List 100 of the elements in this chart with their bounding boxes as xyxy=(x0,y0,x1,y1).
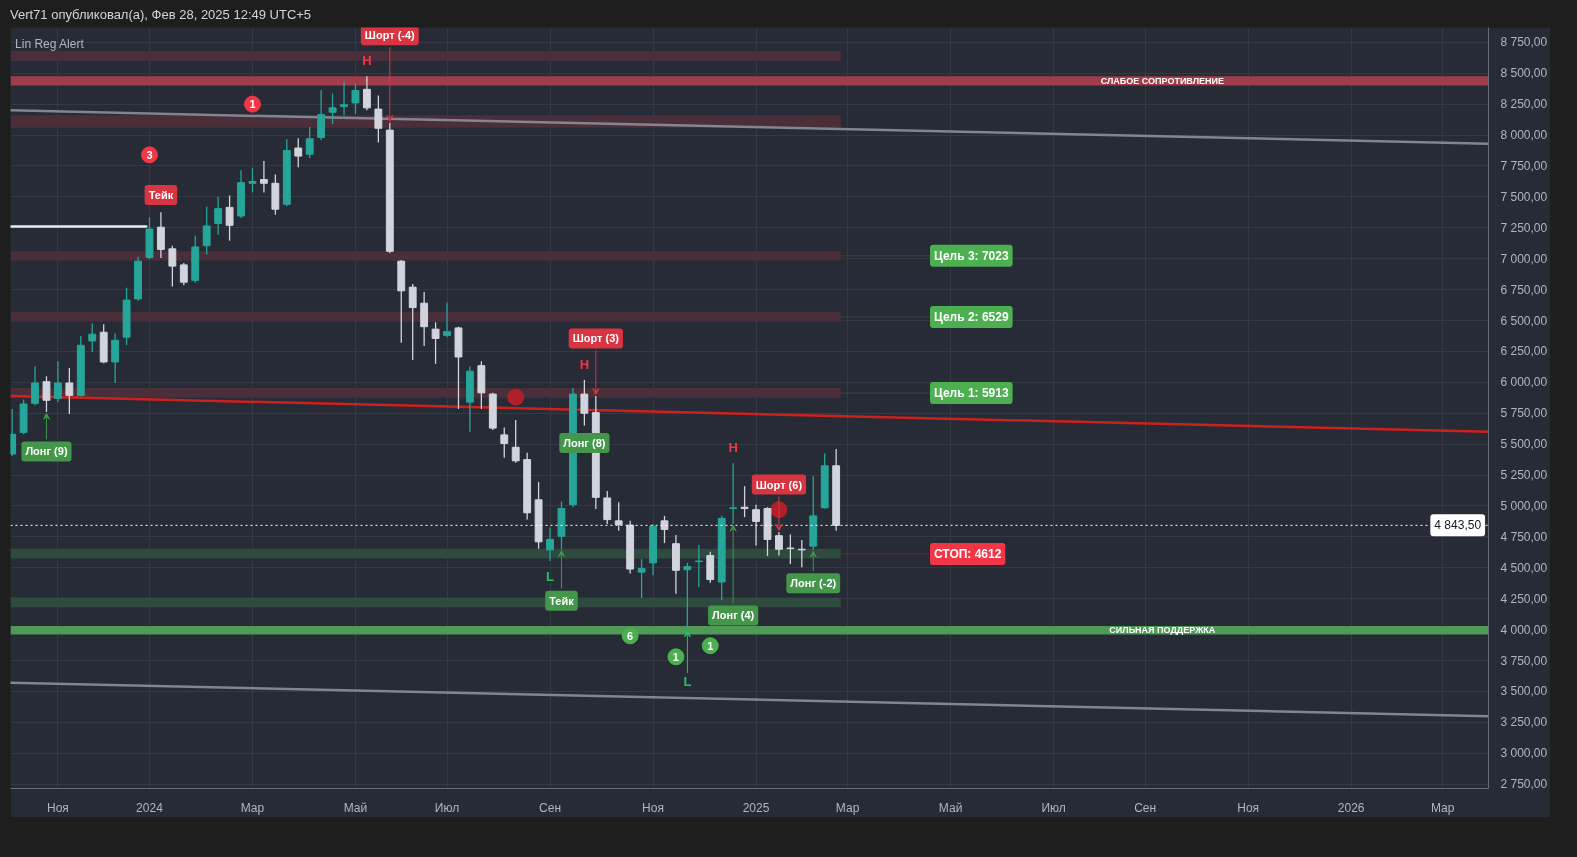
candlestick xyxy=(614,502,623,531)
y-tick-label: 7 500,00 xyxy=(1500,189,1548,204)
y-tick-label: 8 250,00 xyxy=(1500,97,1548,112)
y-tick-label: 3 250,00 xyxy=(1500,715,1548,730)
x-tick-label: Июл xyxy=(434,800,460,815)
candlestick xyxy=(179,263,188,286)
candlestick xyxy=(111,333,120,383)
x-tick-label: Май xyxy=(938,800,963,815)
candlestick xyxy=(65,368,74,414)
annotation: H xyxy=(728,440,738,456)
annotation: Лонг (-2) xyxy=(790,577,837,590)
point xyxy=(507,388,525,406)
y-tick-label: 8 750,00 xyxy=(1500,35,1548,50)
y-tick-label: 4 000,00 xyxy=(1500,622,1548,637)
y-tick-label: 5 000,00 xyxy=(1500,498,1548,513)
annotation: Тейк xyxy=(549,594,575,607)
x-tick-label: Мар xyxy=(240,800,265,815)
candlestick xyxy=(214,196,223,235)
candlestick xyxy=(374,95,383,143)
candlestick xyxy=(351,83,360,115)
candlestick xyxy=(408,284,417,361)
y-tick-label: 8 500,00 xyxy=(1500,66,1548,81)
y-tick-label: 4 250,00 xyxy=(1500,591,1548,606)
annotation: 1 xyxy=(672,650,679,663)
y-tick-label: 4 750,00 xyxy=(1500,529,1548,544)
candlestick xyxy=(752,504,760,546)
candlestick xyxy=(42,376,51,413)
candlestick xyxy=(683,562,692,630)
candlestick xyxy=(775,531,783,556)
annotation: 1 xyxy=(707,639,714,652)
x-tick-label: Ноя xyxy=(1237,800,1260,815)
x-tick-label: Мар xyxy=(835,800,860,815)
candlestick xyxy=(797,539,806,568)
y-tick-label: 6 250,00 xyxy=(1500,344,1548,359)
annotation: Лонг (4) xyxy=(712,609,755,622)
candlestick xyxy=(786,534,795,565)
annotation: Шорт (-4) xyxy=(364,29,416,42)
ref-line-label: 4 843,50 xyxy=(1434,518,1482,533)
candlestick xyxy=(168,245,177,287)
annotation: Шорт (3) xyxy=(572,332,620,345)
candlestick xyxy=(511,420,520,463)
x-tick-label: Июл xyxy=(1041,800,1066,815)
candlestick xyxy=(694,544,703,587)
candlestick xyxy=(431,322,440,364)
annotation: 3 xyxy=(146,148,153,161)
y-tick-label: 7 250,00 xyxy=(1500,220,1548,235)
candlestick xyxy=(10,408,17,456)
band-label: СЛАБОЕ СОПРОТИВЛЕНИЕ xyxy=(1100,75,1224,86)
band-label: СИЛЬНАЯ ПОДДЕРЖКА xyxy=(1109,625,1216,636)
x-tick-label: Мар xyxy=(1430,800,1455,815)
y-tick-label: 2 750,00 xyxy=(1500,777,1548,792)
candlestick xyxy=(740,486,749,518)
candlestick xyxy=(420,292,429,346)
candlestick xyxy=(31,366,39,406)
candlestick xyxy=(317,89,326,141)
y-tick-label: 3 750,00 xyxy=(1500,653,1548,668)
y-tick-label: 5 500,00 xyxy=(1500,437,1548,452)
candlestick xyxy=(729,463,738,524)
y-tick-label: 6 000,00 xyxy=(1500,375,1548,390)
candlestick xyxy=(225,195,234,241)
candlestick xyxy=(305,127,314,158)
x-tick-label: Ноя xyxy=(642,800,664,815)
ref-line-label: Цель 1: 5913 xyxy=(934,386,1009,401)
annotation: 1 xyxy=(249,98,256,111)
ref-line-label: СТОП: 4612 xyxy=(934,546,1002,561)
annotation: H xyxy=(579,356,590,372)
candlestick xyxy=(53,361,62,403)
y-tick-label: 5 250,00 xyxy=(1500,468,1548,483)
annotation: Лонг (9) xyxy=(25,445,68,458)
annotation: L xyxy=(683,673,692,689)
candlestick xyxy=(88,323,97,353)
candlestick xyxy=(362,76,371,111)
x-tick-label: Сен xyxy=(539,800,562,815)
candlestick xyxy=(660,515,669,544)
ref-line-label: Цель 3: 7023 xyxy=(934,248,1009,263)
y-tick-label: 3 500,00 xyxy=(1500,684,1548,699)
y-tick-label: 7 000,00 xyxy=(1500,251,1548,266)
x-tick-label: 2026 xyxy=(1337,800,1365,815)
x-tick-label: Ноя xyxy=(46,800,69,815)
annotation: Lin Reg Alert xyxy=(15,36,85,51)
x-tick-label: 2024 xyxy=(136,800,164,815)
x-tick-label: 2025 xyxy=(742,800,770,815)
candlestick xyxy=(294,138,303,168)
annotation: L xyxy=(546,568,555,584)
candlestick xyxy=(580,379,589,426)
chart-title: Vert71 опубликовал(а), Фев 28, 2025 12:49 UTC+5 xyxy=(10,6,312,24)
x-tick-label: Май xyxy=(343,800,368,815)
candlestick xyxy=(156,212,165,259)
candlestick xyxy=(637,559,646,599)
candlestick xyxy=(500,427,509,458)
candlestick xyxy=(259,161,268,193)
annotation: Шорт (6) xyxy=(755,478,803,491)
candlestick xyxy=(546,527,554,562)
candlestick xyxy=(443,302,451,338)
annotation: 6 xyxy=(627,629,634,642)
annotation: Лонг (8) xyxy=(563,437,606,450)
ref-line-label: Цель 2: 6529 xyxy=(934,309,1009,324)
y-tick-label: 4 500,00 xyxy=(1500,560,1548,575)
candlestick xyxy=(340,81,348,116)
candlestick xyxy=(202,206,211,255)
